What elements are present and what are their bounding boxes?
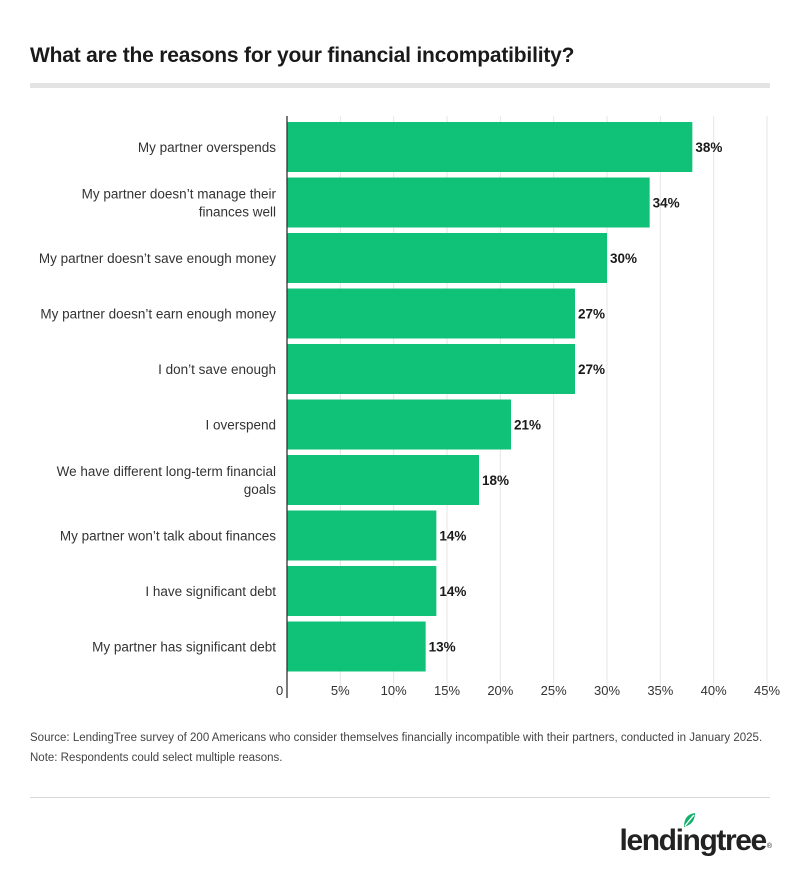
x-tick-label: 5% (331, 683, 350, 698)
category-label: I have significant debt (145, 584, 276, 599)
title-divider (30, 83, 770, 88)
category-label: My partner doesn’t earn enough money (40, 307, 276, 322)
x-tick-label: 35% (647, 683, 673, 698)
value-label: 30% (610, 251, 637, 266)
chart-title: What are the reasons for your financial … (30, 44, 575, 67)
value-label: 27% (578, 362, 605, 377)
bar (287, 566, 437, 616)
value-label: 13% (429, 640, 456, 655)
bar (287, 233, 607, 283)
lendingtree-logo: lendingtree ® (619, 813, 772, 858)
value-label: 38% (695, 140, 722, 155)
value-label: 14% (439, 529, 466, 544)
x-tick-label: 45% (754, 683, 780, 698)
bar (287, 122, 693, 172)
value-label: 18% (482, 473, 509, 488)
category-label: My partner won’t talk about finances (60, 529, 276, 544)
category-label: My partner doesn’t save enough money (39, 251, 276, 266)
bar (287, 621, 426, 672)
leaf-icon (683, 813, 695, 827)
x-tick-label: 15% (434, 683, 460, 698)
bar (287, 510, 437, 561)
bar (287, 344, 575, 394)
source-note: Source: LendingTree survey of 200 Americ… (30, 732, 763, 764)
bar (287, 288, 575, 339)
category-label: We have different long-term financial goa… (57, 464, 277, 497)
value-label: 34% (653, 196, 680, 211)
x-tick-label: 10% (381, 683, 407, 698)
x-tick-label: 20% (487, 683, 513, 698)
value-label: 21% (514, 418, 541, 433)
logo-wordmark: lendingtree (619, 824, 768, 857)
category-label: I overspend (205, 418, 276, 433)
x-tick-label: 40% (701, 683, 727, 698)
bar (287, 455, 479, 505)
category-label: My partner doesn’t manage their finances … (82, 187, 277, 220)
x-tick-label: 0 (276, 683, 283, 698)
x-tick-label: 30% (594, 683, 620, 698)
bar (287, 177, 650, 228)
category-label: I don’t save enough (158, 362, 276, 377)
category-label: My partner has significant debt (92, 640, 276, 655)
bar-chart: 38% My partner overspends 34% My partner do… (39, 116, 780, 698)
footer-divider (30, 797, 770, 798)
bar (287, 399, 511, 450)
value-label: 27% (578, 307, 605, 322)
x-tick-label: 25% (541, 683, 567, 698)
value-label: 14% (439, 584, 466, 599)
category-label: My partner overspends (138, 140, 276, 155)
logo-registered-mark: ® (766, 843, 772, 850)
